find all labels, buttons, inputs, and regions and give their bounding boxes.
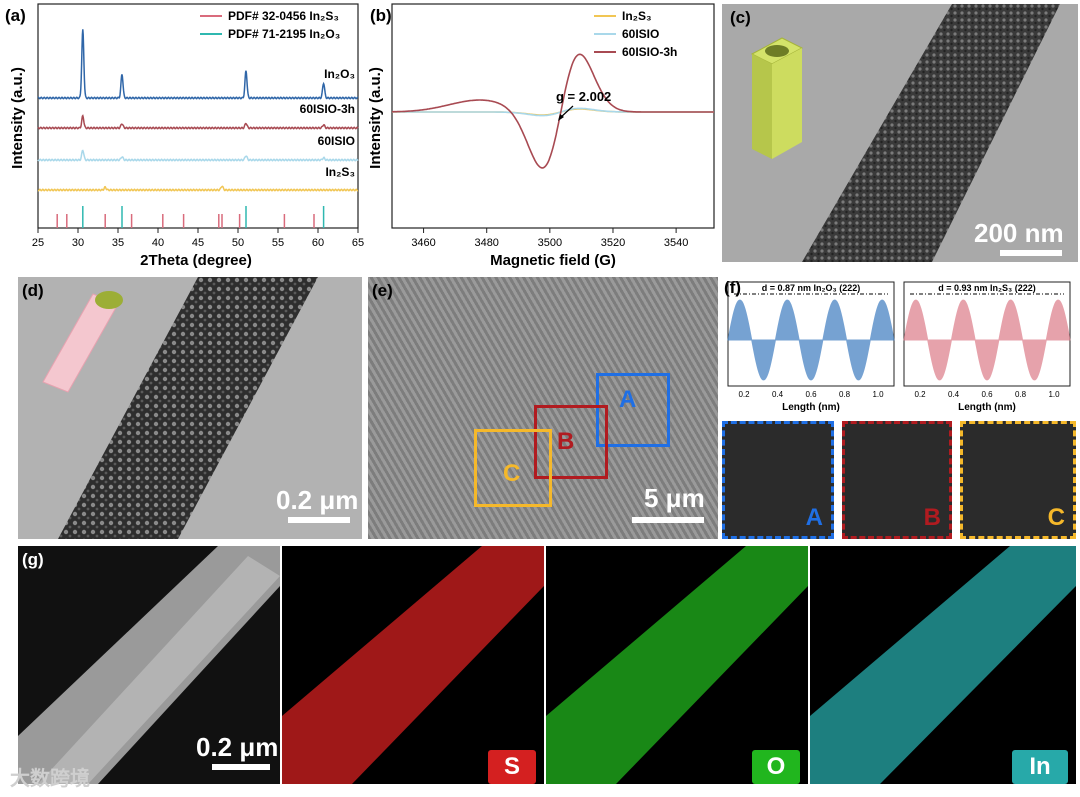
panel-label-g: (g) bbox=[22, 550, 44, 569]
xrd-x-tick-label: 50 bbox=[232, 237, 244, 249]
profile-annotation: d = 0.87 nm In₂O₃ (222) bbox=[762, 283, 860, 293]
epr-x-tick-label: 3500 bbox=[538, 237, 562, 249]
fft-pattern-b: B bbox=[842, 421, 952, 539]
tem-d-nanotube bbox=[42, 277, 318, 539]
scale-label-g: 0.2 μm bbox=[196, 732, 279, 762]
fft-pattern-c: C bbox=[960, 421, 1076, 539]
profile-tick-label: 0.8 bbox=[839, 390, 851, 399]
eds-map-o: O bbox=[546, 546, 808, 784]
xrd-series-line bbox=[37, 149, 359, 162]
epr-y-label: Intensity (a.u.) bbox=[368, 67, 384, 169]
panel-label-b: (b) bbox=[370, 6, 392, 25]
xrd-series-label: 60ISIO bbox=[318, 134, 355, 148]
profile-tick-label: 1.0 bbox=[872, 390, 884, 399]
xrd-series-label: In₂O₃ bbox=[324, 67, 355, 81]
fft-label-b: B bbox=[923, 504, 941, 531]
eds-map-s: S bbox=[282, 546, 544, 784]
tem-image-d: (d) 0.2 μm bbox=[18, 277, 362, 539]
xrd-series-line bbox=[37, 185, 359, 192]
epr-x-tick-label: 3480 bbox=[474, 237, 498, 249]
scale-bar-e bbox=[632, 517, 704, 523]
profile-x-label: Length (nm) bbox=[782, 402, 840, 413]
region-label-a: A bbox=[619, 386, 637, 413]
panel-label-a: (a) bbox=[5, 6, 26, 25]
xrd-y-label: Intensity (a.u.) bbox=[9, 67, 26, 169]
haadf-nanotube bbox=[18, 546, 280, 784]
profile-tick-label: 0.8 bbox=[1015, 390, 1027, 399]
lattice-profiles: d = 0.87 nm In₂O₃ (222) 0.2 0.4 0.6 0.8 1.0 Le… bbox=[727, 281, 1071, 413]
profile-tick-label: 0.2 bbox=[738, 390, 750, 399]
profile-tick-label: 0.6 bbox=[981, 390, 993, 399]
fft-pattern-a: A bbox=[722, 421, 834, 539]
epr-x-label: Magnetic field (G) bbox=[490, 252, 616, 269]
xrd-legend-label: PDF# 71-2195 In₂O₃ bbox=[228, 27, 340, 41]
epr-legend-label: 60ISIO bbox=[622, 27, 659, 41]
scale-label-d: 0.2 μm bbox=[276, 485, 359, 515]
watermark: 大数跨境 bbox=[10, 768, 90, 790]
epr-annotation: g = 2.002 bbox=[556, 89, 611, 104]
profile-frame bbox=[903, 281, 1071, 387]
epr-x-tick-label: 3460 bbox=[411, 237, 435, 249]
xrd-x-tick-label: 25 bbox=[32, 237, 44, 249]
profile-tick-label: 0.2 bbox=[914, 390, 926, 399]
scale-bar-d bbox=[288, 517, 350, 523]
xrd-series-label: In₂S₃ bbox=[325, 165, 355, 179]
xrd-x-tick-label: 30 bbox=[72, 237, 84, 249]
profile-wave bbox=[903, 299, 1071, 381]
profile-tick-label: 1.0 bbox=[1048, 390, 1060, 399]
xrd-x-tick-label: 35 bbox=[112, 237, 124, 249]
xrd-legend-label: PDF# 32-0456 In₂S₃ bbox=[228, 9, 339, 23]
xrd-series-line bbox=[37, 114, 359, 130]
xrd-x-tick-label: 45 bbox=[192, 237, 204, 249]
xrd-x-label: 2Theta (degree) bbox=[140, 252, 252, 269]
epr-series-line bbox=[392, 53, 714, 169]
region-box-c: C bbox=[474, 429, 552, 507]
map-label-in: In bbox=[1012, 750, 1068, 784]
epr-legend-label: 60ISIO-3h bbox=[622, 45, 677, 59]
panel-label-d: (d) bbox=[22, 281, 44, 300]
epr-plot-frame bbox=[391, 3, 715, 229]
fft-label-a: A bbox=[805, 504, 823, 531]
hrtem-image-e: (e) A B C 5 μm bbox=[368, 277, 718, 539]
profile-x-label: Length (nm) bbox=[958, 402, 1016, 413]
scale-label-e: 5 μm bbox=[644, 483, 705, 513]
scale-bar-c bbox=[1000, 250, 1062, 256]
scale-bar-g bbox=[212, 764, 270, 770]
map-label-o: O bbox=[752, 750, 800, 784]
xrd-x-tick-label: 60 bbox=[312, 237, 324, 249]
xrd-x-tick-label: 40 bbox=[152, 237, 164, 249]
epr-chart: 3460 3480 3500 3520 3540 In₂S₃ 60ISIO 60ISIO-3… bbox=[368, 3, 715, 269]
xrd-x-tick-label: 65 bbox=[352, 237, 364, 249]
eds-map-in: In bbox=[810, 546, 1076, 784]
xrd-series-label: 60ISIO-3h bbox=[300, 102, 355, 116]
epr-x-tick-label: 3520 bbox=[601, 237, 625, 249]
profile-tick-label: 0.6 bbox=[805, 390, 817, 399]
profile-frame bbox=[727, 281, 895, 387]
map-label-s: S bbox=[488, 750, 536, 784]
xrd-chart: 25 30 35 40 45 50 55 60 65 PDF# 32-0456 In₂S₃ PDF… bbox=[9, 3, 364, 269]
profile-tick-label: 0.4 bbox=[772, 390, 784, 399]
xrd-x-tick-label: 55 bbox=[272, 237, 284, 249]
tem-c-nanotube bbox=[750, 4, 1060, 262]
fft-label-c: C bbox=[1047, 504, 1065, 531]
epr-legend-label: In₂S₃ bbox=[622, 9, 652, 23]
profile-annotation: d = 0.93 nm In₂S₃ (222) bbox=[938, 283, 1035, 293]
xrd-series-line bbox=[37, 29, 359, 100]
region-box-a: A bbox=[596, 373, 670, 447]
tem-image-c: (c) 200 nm bbox=[722, 4, 1078, 262]
scale-label-c: 200 nm bbox=[974, 218, 1064, 248]
region-label-b: B bbox=[557, 428, 575, 455]
panel-label-e: (e) bbox=[372, 281, 393, 300]
epr-arrow-head bbox=[558, 114, 564, 121]
profile-tick-label: 0.4 bbox=[948, 390, 960, 399]
region-label-c: C bbox=[503, 460, 521, 487]
haadf-image: (g) 0.2 μm bbox=[18, 546, 280, 784]
region-box-b: B bbox=[534, 405, 608, 479]
profile-wave bbox=[727, 299, 895, 381]
panel-label-c: (c) bbox=[730, 8, 751, 27]
epr-x-tick-label: 3540 bbox=[664, 237, 688, 249]
